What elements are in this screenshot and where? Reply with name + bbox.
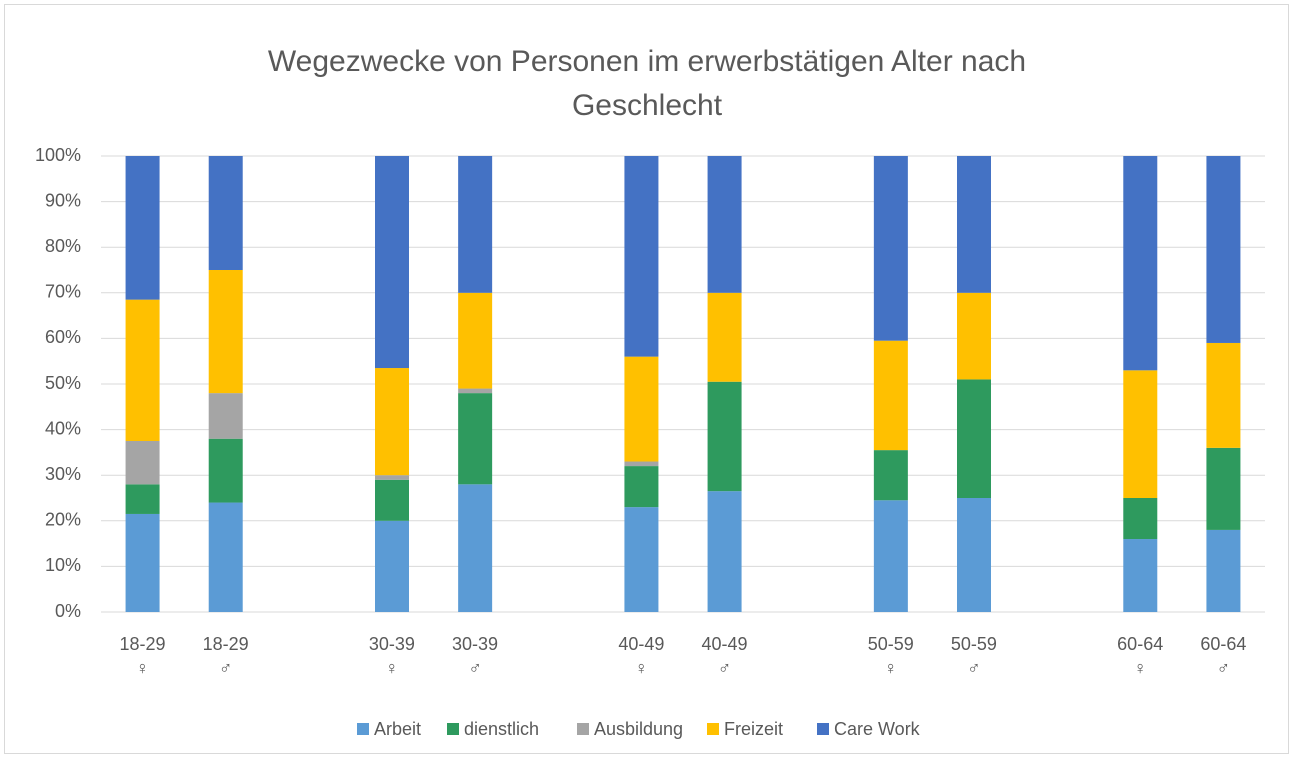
bar-segment	[375, 520, 409, 612]
legend-swatch	[357, 723, 369, 735]
bar-segment	[624, 156, 659, 357]
bar-segment	[707, 491, 742, 612]
legend-swatch	[817, 723, 829, 735]
y-tick-label: 80%	[45, 236, 81, 256]
x-tick-label: 18-29 ♀	[119, 634, 166, 678]
bar-segment	[957, 498, 991, 612]
y-tick-label: 20%	[45, 510, 81, 530]
bar-segment	[458, 156, 493, 293]
bar-segment	[873, 340, 908, 451]
legend-swatch	[707, 723, 719, 735]
chart-title: Wegezwecke von Personen im erwerbstätige…	[267, 45, 1027, 122]
bar-segment	[957, 292, 991, 380]
bar-segment	[125, 299, 160, 441]
bar-segment	[624, 461, 659, 467]
bar-segment	[624, 356, 659, 462]
bar-segment	[458, 393, 493, 485]
bar-segment	[1123, 156, 1158, 371]
bar-segment	[458, 292, 493, 389]
bar-segment	[707, 156, 742, 293]
bar-segment	[707, 381, 742, 492]
bar-segment	[375, 475, 409, 480]
bar-segment	[1206, 342, 1241, 448]
legend-label: Ausbildung	[594, 719, 683, 739]
legend-label: Arbeit	[374, 719, 421, 739]
bar-segment	[125, 441, 160, 485]
bar-segment	[957, 156, 991, 293]
y-tick-label: 10%	[45, 555, 81, 575]
x-tick-label: 50-59 ♂	[950, 634, 997, 678]
legend-label: Freizeit	[724, 719, 783, 739]
bar-segment	[1123, 498, 1158, 540]
x-tick-label: 50-59 ♀	[867, 634, 914, 678]
y-tick-label: 30%	[45, 464, 81, 484]
chart-frame	[4, 4, 1289, 754]
bar-segment	[375, 368, 409, 476]
x-tick-label: 30-39 ♀	[368, 634, 415, 678]
bar-segment	[957, 379, 991, 498]
legend-swatch	[577, 723, 589, 735]
legend-swatch	[447, 723, 459, 735]
x-tick-label: 60-64 ♂	[1200, 634, 1247, 678]
y-tick-label: 40%	[45, 418, 81, 438]
bar-segment	[375, 156, 409, 369]
bar-segment	[125, 513, 160, 612]
bar-segment	[125, 156, 160, 300]
bar-segment	[1206, 447, 1241, 530]
bar-segment	[624, 466, 659, 508]
legend-label: Care Work	[834, 719, 921, 739]
bar-segment	[624, 507, 659, 612]
bar-segment	[208, 393, 243, 439]
bar-segment	[458, 388, 493, 394]
bar-segment	[873, 500, 908, 612]
x-tick-label: 18-29 ♂	[202, 634, 249, 678]
y-tick-label: 60%	[45, 327, 81, 347]
bar-segment	[208, 156, 243, 270]
bar-segment	[208, 502, 243, 612]
y-tick-label: 50%	[45, 373, 81, 393]
x-tick-label: 30-39 ♂	[452, 634, 499, 678]
x-tick-label: 40-49 ♀	[618, 634, 665, 678]
bar-segment	[375, 479, 409, 521]
bar-segment	[1123, 370, 1158, 498]
bar-segment	[1206, 156, 1241, 343]
bar-segment	[458, 484, 493, 612]
y-tick-label: 100%	[35, 145, 81, 165]
y-tick-label: 90%	[45, 190, 81, 210]
bar-segment	[208, 438, 243, 503]
bar-segment	[208, 270, 243, 394]
y-tick-label: 70%	[45, 282, 81, 302]
bar-segment	[1206, 529, 1241, 612]
bar-segment	[1123, 539, 1158, 612]
bar-segment	[873, 156, 908, 341]
bar-segment	[125, 484, 160, 514]
bar-segment	[873, 450, 908, 501]
x-tick-label: 60-64 ♀	[1117, 634, 1164, 678]
legend-label: dienstlich	[464, 719, 539, 739]
y-tick-label: 0%	[55, 601, 81, 621]
x-tick-label: 40-49 ♂	[701, 634, 748, 678]
bar-segment	[707, 292, 742, 382]
